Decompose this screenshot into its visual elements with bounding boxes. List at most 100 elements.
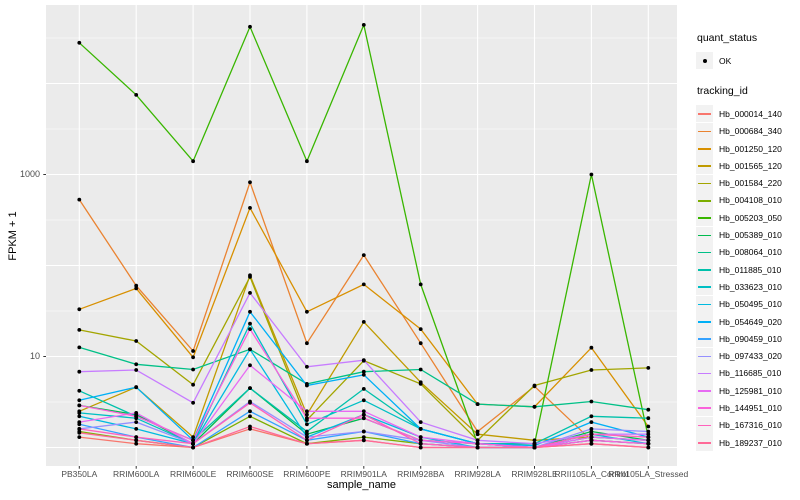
legend-line-swatch	[698, 338, 711, 340]
legend-key-box	[696, 313, 713, 330]
data-point	[532, 383, 537, 388]
data-point	[305, 422, 309, 427]
data-point	[361, 435, 366, 439]
data-point	[134, 438, 139, 443]
legend-item-Hb_005203_050: Hb_005203_050	[696, 209, 800, 227]
legend-line-swatch	[698, 442, 711, 444]
legend-line-swatch	[698, 234, 711, 237]
data-point	[589, 438, 594, 443]
data-point	[475, 429, 480, 434]
data-point	[589, 172, 594, 177]
x-tick-label: RRII105LA_Control	[554, 469, 629, 479]
data-point	[134, 414, 139, 419]
data-point	[134, 93, 139, 97]
data-point	[77, 403, 82, 408]
data-point	[77, 420, 82, 424]
legend-line-swatch	[698, 130, 711, 133]
data-point	[418, 427, 423, 431]
data-point	[305, 341, 309, 346]
data-point	[305, 435, 309, 439]
data-point	[248, 347, 252, 352]
data-point	[77, 40, 82, 45]
legend: quant_status OK tracking_id Hb_000014_14…	[696, 26, 800, 452]
legend-key-box	[696, 243, 713, 261]
data-point	[589, 427, 594, 431]
data-point	[191, 355, 196, 360]
legend-item-Hb_001250_120: Hb_001250_120	[696, 140, 800, 158]
legend-line-swatch	[698, 355, 711, 358]
data-point	[134, 368, 139, 372]
data-point	[191, 400, 196, 405]
data-point	[475, 445, 480, 450]
data-point	[134, 339, 139, 343]
data-point	[248, 363, 252, 368]
data-point	[77, 430, 82, 435]
x-tick-label: RRIM600LE	[169, 469, 217, 479]
x-tick-label: RRIM600PE	[283, 469, 331, 479]
data-point	[589, 429, 594, 434]
legend-line-swatch	[698, 286, 711, 288]
legend-item-label: Hb_033623_010	[719, 281, 782, 292]
data-point	[361, 369, 366, 374]
data-point	[361, 372, 366, 377]
legend-key-box	[696, 364, 713, 382]
data-point	[532, 404, 537, 409]
data-point	[248, 275, 252, 279]
data-point	[589, 399, 594, 404]
legend-item-label: OK	[719, 55, 732, 66]
x-tick-label: RRIM928LA	[454, 469, 501, 479]
data-point	[361, 438, 366, 443]
legend-item-Hb_125981_010: Hb_125981_010	[696, 382, 800, 400]
legend-item-label: Hb_011885_010	[719, 264, 782, 275]
legend-key-box	[696, 261, 713, 279]
legend-item-Hb_008064_010: Hb_008064_010	[696, 243, 800, 261]
legend-title-tracking-id: tracking_id	[697, 85, 748, 98]
legend-tracking-entries: Hb_000014_140 Hb_000684_340 Hb_001250_120 H…	[696, 105, 800, 452]
x-axis-title: sample_name	[326, 479, 397, 491]
data-point	[77, 435, 82, 439]
data-point	[532, 445, 537, 450]
legend-item-Hb_000684_340: Hb_000684_340	[696, 122, 800, 140]
data-point	[475, 441, 480, 446]
data-point	[77, 398, 82, 403]
data-point	[589, 441, 594, 446]
legend-key-box	[696, 330, 713, 348]
data-point	[191, 445, 196, 450]
data-point	[134, 385, 139, 390]
data-point	[589, 368, 594, 372]
data-point	[305, 416, 309, 421]
legend-item-label: Hb_125981_010	[719, 385, 782, 396]
legend-line-swatch	[698, 269, 711, 271]
data-point	[191, 441, 196, 446]
data-point	[248, 409, 252, 414]
legend-item-Hb_001584_220: Hb_001584_220	[696, 174, 800, 192]
data-point	[589, 432, 594, 437]
data-point	[248, 24, 252, 29]
data-point	[646, 429, 651, 434]
legend-item-Hb_001565_120: Hb_001565_120	[696, 157, 800, 175]
data-point	[589, 435, 594, 439]
data-point	[191, 349, 196, 353]
data-point	[134, 283, 139, 288]
data-point	[248, 291, 252, 295]
legend-item-Hb_004108_010: Hb_004108_010	[696, 191, 800, 209]
data-point	[191, 367, 196, 372]
legend-item-Hb_167316_010: Hb_167316_010	[696, 416, 800, 434]
data-point	[361, 416, 366, 421]
data-point	[248, 309, 252, 314]
legend-item-Hb_116685_010: Hb_116685_010	[696, 364, 800, 382]
data-point	[475, 438, 480, 443]
data-point	[191, 159, 196, 164]
x-tick-label: RRIM928BA	[397, 469, 445, 479]
data-point	[589, 420, 594, 424]
x-tick-label: RRIM928LE	[511, 469, 558, 479]
legend-key-box	[696, 295, 713, 313]
legend-item-label: Hb_001250_120	[719, 143, 782, 154]
legend-item-label: Hb_008064_010	[719, 247, 782, 258]
data-point	[248, 424, 252, 429]
data-point	[305, 159, 309, 164]
x-tick-label: PB350LA	[61, 469, 98, 479]
legend-item-label: Hb_189237_010	[719, 437, 782, 448]
legend-line-swatch	[698, 372, 711, 375]
data-point	[475, 402, 480, 406]
